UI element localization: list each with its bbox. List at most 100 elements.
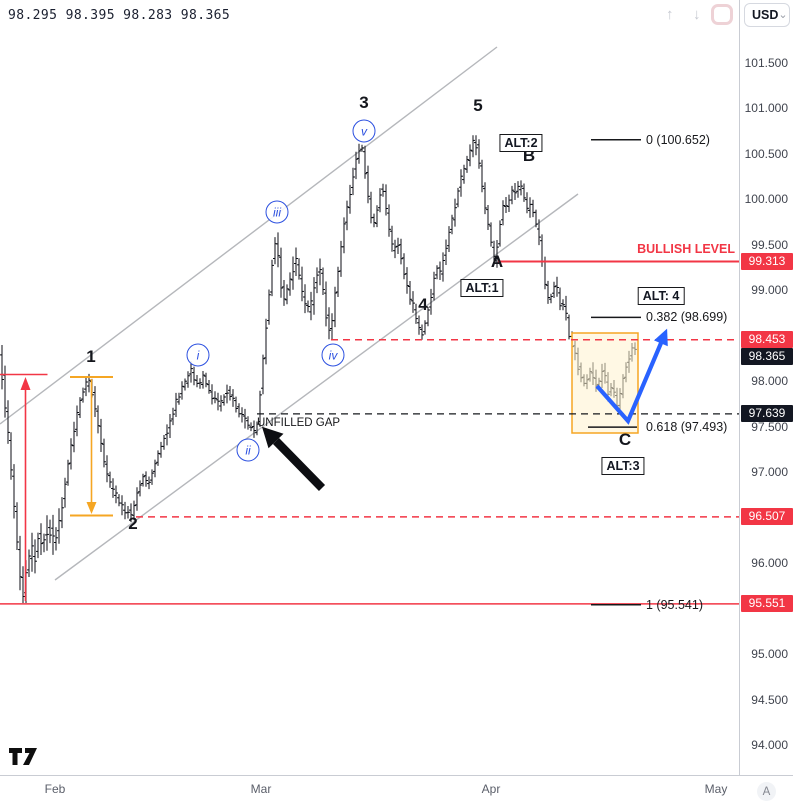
- ohlc-bar: [30, 532, 34, 572]
- alt2-label[interactable]: ALT:2: [499, 134, 543, 152]
- ohlc-bar: [93, 386, 97, 417]
- ohlc-bar: [519, 180, 523, 196]
- fib-retracement-lines[interactable]: [588, 138, 641, 606]
- ohlc-bar: [258, 390, 262, 427]
- price-tick-label: 94.500: [751, 693, 788, 707]
- wave-label-C[interactable]: C: [618, 430, 632, 449]
- ohlc-bar: [444, 239, 448, 265]
- wave-circle-ii[interactable]: ii: [236, 438, 260, 462]
- ohlc-bar: [474, 135, 478, 156]
- channel-upper-line[interactable]: [0, 46, 498, 425]
- ohlc-bar: [81, 387, 85, 403]
- highlight-box[interactable]: [571, 332, 639, 434]
- tradingview-logo[interactable]: [8, 746, 40, 768]
- ohlc-bar: [234, 396, 238, 413]
- price-badge-96.507: 96.507: [741, 508, 793, 525]
- alt3-label[interactable]: ALT:3: [601, 457, 645, 475]
- channel-lower-line[interactable]: [54, 193, 579, 581]
- ohlc-bar: [339, 240, 343, 277]
- scroll-down-icon[interactable]: ↓: [693, 6, 701, 23]
- ohlc-bar: [228, 386, 232, 401]
- alt1-label[interactable]: ALT:1: [460, 279, 504, 297]
- ohlc-bar: [162, 435, 166, 450]
- ohlc-bar: [324, 281, 328, 327]
- horizontal-levels[interactable]: [0, 260, 739, 605]
- ohlc-bar: [168, 414, 172, 438]
- alt4-label[interactable]: ALT: 4: [637, 287, 685, 305]
- currency-dropdown[interactable]: USD ⌄: [744, 3, 790, 27]
- ohlc-bar: [507, 194, 511, 212]
- ohlc-bar: [186, 371, 190, 388]
- ohlc-bar: [348, 184, 352, 214]
- ohlc-bar: [351, 167, 355, 196]
- ohlc-bar: [501, 200, 505, 226]
- time-axis[interactable]: Feb Mar Apr May: [0, 775, 793, 802]
- ohlc-bar: [246, 416, 250, 430]
- ohlc-bar: [6, 400, 10, 444]
- fib-label-0[interactable]: 0 (100.652): [646, 133, 710, 147]
- ohlc-bar: [120, 495, 124, 516]
- ohlc-bar: [132, 500, 136, 521]
- wave-circle-i[interactable]: i: [186, 343, 210, 367]
- ohlc-bar: [18, 535, 22, 591]
- last-price-badge: 98.365: [741, 348, 793, 365]
- ohlc-bar: [195, 375, 199, 388]
- ohlc-bar: [456, 187, 460, 208]
- ohlc-bar: [561, 299, 565, 311]
- ohlc-bar: [459, 169, 463, 197]
- gap-pointer-arrow[interactable]: [262, 426, 326, 491]
- drawing-tools[interactable]: [0, 328, 668, 602]
- ohlc-bar: [426, 306, 430, 327]
- auto-scale-button[interactable]: A: [757, 782, 776, 801]
- ohlc-bar: [3, 365, 7, 418]
- wave-circle-v[interactable]: v: [352, 119, 376, 143]
- ohlc-bar: [225, 384, 229, 404]
- ohlc-bar: [297, 258, 301, 280]
- ohlc-bar: [261, 354, 265, 395]
- fib-label-0.618[interactable]: 0.618 (97.493): [646, 420, 728, 434]
- bullish-level-label[interactable]: BULLISH LEVEL: [637, 242, 735, 256]
- ohlc-bar: [114, 485, 118, 504]
- ohlc-bar: [192, 366, 196, 386]
- ohlc-bar: [492, 240, 496, 262]
- price-axis[interactable]: 101.500 101.000 100.500 100.000 99.500 99.000…: [739, 0, 793, 775]
- ohlc-bar: [267, 289, 271, 325]
- ohlc-bar: [75, 405, 79, 437]
- ohlc-bar: [495, 240, 499, 268]
- ohlc-bar: [471, 135, 475, 158]
- parallel-channel[interactable]: [0, 46, 579, 581]
- wave-circle-iv[interactable]: iv: [321, 343, 345, 367]
- ohlc-bar: [66, 459, 70, 486]
- ohlc-bar: [189, 361, 193, 383]
- ohlc-bar: [555, 276, 559, 297]
- wave-circle-iii[interactable]: iii: [265, 200, 289, 224]
- wave-label-A[interactable]: A: [490, 252, 504, 271]
- wave-label-5[interactable]: 5: [473, 96, 483, 115]
- price-tick-label: 100.500: [744, 147, 788, 161]
- ohlc-bar: [549, 293, 553, 304]
- red-measure-tool[interactable]: [0, 373, 48, 602]
- price-tick-label: 99.500: [751, 238, 788, 252]
- fib-label-0.382[interactable]: 0.382 (98.699): [646, 310, 728, 324]
- ohlc-bar: [174, 392, 178, 417]
- ohlc-bar: [447, 226, 451, 252]
- screenshot-icon[interactable]: [711, 4, 733, 25]
- wave-label-1[interactable]: 1: [86, 347, 96, 366]
- wave-label-2[interactable]: 2: [128, 514, 138, 533]
- ohlc-bar: [213, 391, 217, 404]
- ohlc-bar: [465, 155, 469, 173]
- wave-label-4[interactable]: 4: [418, 295, 428, 314]
- ohlc-bar: [171, 407, 175, 426]
- orange-range-tool[interactable]: [70, 376, 113, 517]
- projection-arrow[interactable]: [595, 328, 668, 425]
- scroll-up-icon[interactable]: ↑: [666, 6, 674, 23]
- ohlc-bar: [528, 197, 532, 218]
- time-tick-Mar: Mar: [250, 782, 272, 796]
- unfilled-gap-label[interactable]: UNFILLED GAP: [257, 417, 341, 429]
- ohlc-bar: [282, 280, 286, 306]
- ohlc-bar: [477, 139, 481, 169]
- ohlc-bar: [279, 247, 283, 298]
- fib-label-1[interactable]: 1 (95.541): [646, 598, 703, 612]
- wave-label-3[interactable]: 3: [359, 93, 369, 112]
